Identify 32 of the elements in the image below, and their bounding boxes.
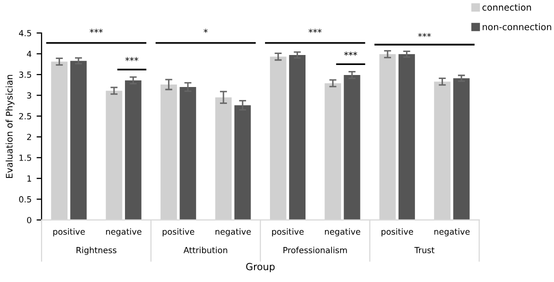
y-tick-label: 1 [27,176,32,182]
text: Professionalism [283,246,347,254]
text: Rightness [76,246,116,255]
text: * [204,28,208,33]
x-tick-label: positive [162,228,194,236]
y-tick-label: 3 [27,92,32,99]
y-tick-label: 0.5 [19,196,32,202]
y-tick-label: 2 [27,134,31,140]
x-tick-label: negative [216,228,251,236]
annotation: *** [125,57,138,62]
y-tick-label: 4.5 [18,30,32,36]
text: *** [90,28,103,33]
x-tick-label: positive [53,228,85,236]
legend-label: connection [482,4,531,11]
text: Trust [414,247,434,254]
annotation: *** [344,52,358,56]
x-tick-label: positive [272,228,304,236]
x-tick-label: negative [324,228,360,236]
text: Attribution [184,246,228,254]
text: *** [308,28,322,33]
y-tick-label: 3.5 [19,72,32,78]
x-axis-title: Group [246,262,275,272]
annotation: *** [418,32,432,38]
x-tick-label: positive [382,228,414,236]
y-axis-title: Evaluation of Physician [6,74,14,178]
legend-label: non-connection [482,23,552,30]
y-tick-label: 2.5 [19,113,32,120]
y-tick-label: 0 [27,216,32,224]
y-tick-label: 4 [26,50,32,57]
x-tick-label: negative [106,228,142,236]
x-tick-label: negative [434,228,470,236]
y-tick-label: 1.5 [19,154,32,161]
